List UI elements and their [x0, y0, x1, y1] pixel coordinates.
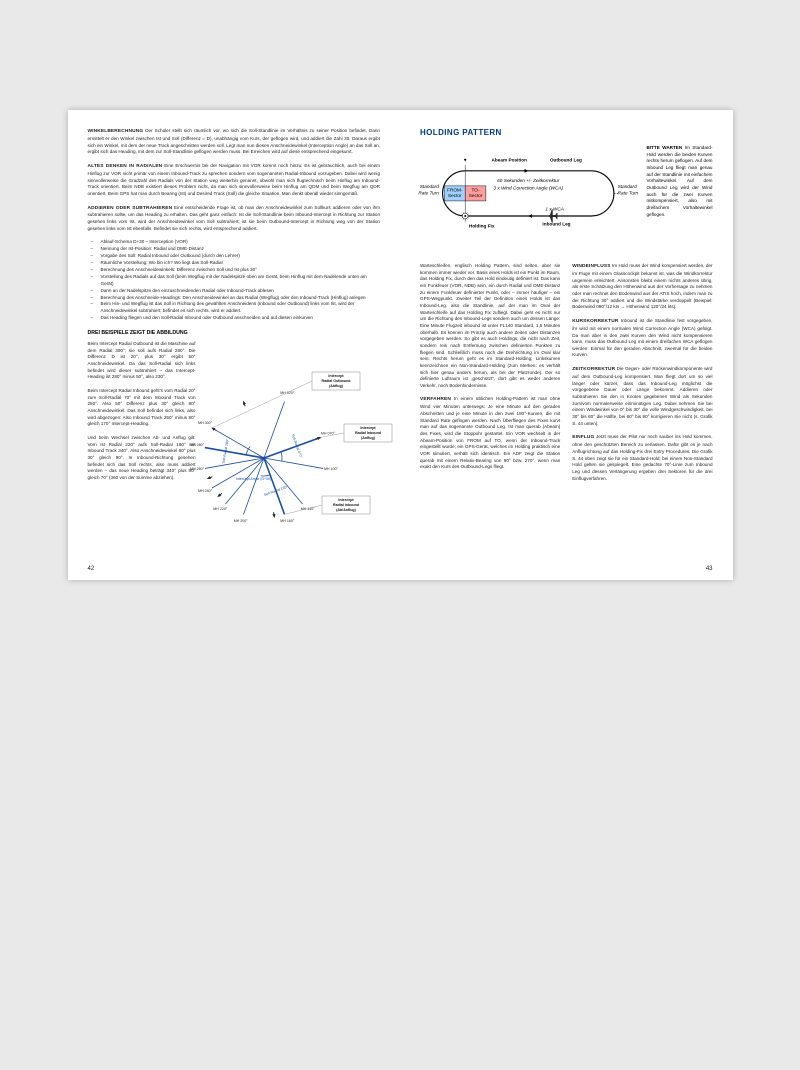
svg-text:Holding Fix: Holding Fix	[469, 223, 495, 228]
svg-text:MH 160°: MH 160°	[280, 519, 295, 523]
svg-text:Soll-Radial 070°: Soll-Radial 070°	[290, 434, 303, 460]
svg-text:MH 200°: MH 200°	[233, 519, 248, 523]
svg-text:Sector: Sector	[469, 193, 483, 198]
svg-text:MH 280°: MH 280°	[190, 443, 205, 447]
rc2p1: WINDEINFLUSS Im Hold muss der Wind kompe…	[572, 263, 712, 311]
svg-text:FROM-: FROM-	[447, 188, 463, 193]
svg-text:MH 020°: MH 020°	[280, 391, 295, 395]
svg-text:Intercept Angle (D+30): Intercept Angle (D+30)	[236, 477, 271, 481]
svg-text:▼: ▼	[463, 157, 468, 162]
svg-text:(Anflug): (Anflug)	[361, 436, 376, 440]
lead-addsub: ADDIEREN ODER SUBTRAHIEREN	[88, 206, 173, 211]
rc2p3: ZEITKORREKTUR Die Gegen- oder Rückenwind…	[572, 366, 712, 427]
svg-text:Sector: Sector	[448, 193, 462, 198]
right-col2: WINDEINFLUSS Im Hold muss der Wind kompe…	[572, 263, 712, 566]
checklist-item: Das Heading fliegen und den Soll-Radial …	[97, 315, 381, 322]
pagenum-right: 43	[706, 566, 713, 572]
svg-text:MH 260°: MH 260°	[190, 467, 205, 471]
checklist-item: Vorgabe des Soll: Radial Inbound oder Ou…	[97, 253, 381, 260]
svg-text:1 x WCA: 1 x WCA	[545, 206, 564, 211]
checklist: Ablauf-Schema D+30 – Interception (VOR)N…	[88, 239, 381, 322]
lead-radial: ALTES DENKEN IN RADIALEN	[88, 164, 163, 169]
svg-text:MH 100°: MH 100°	[323, 467, 338, 471]
page-left: WINKELBERECHNUNG Der Schüler stellt sich…	[68, 110, 401, 580]
subhead-examples: DREI BEISPIELE ZEIGT DIE ABBILDUNG	[88, 330, 381, 336]
checklist-item: Dann an der Nadelspitze den einzuschneid…	[97, 288, 381, 295]
svg-text:Radial Inbound: Radial Inbound	[333, 503, 359, 507]
side-lead: BITTE WARTEN	[647, 145, 683, 150]
para-radial: ALTES DENKEN IN RADIALEN Eine Erschwerni…	[88, 163, 381, 198]
rc2p4-body: Jetzt muss der Pilot nur noch sauber ins…	[572, 434, 712, 480]
svg-text:Intercept: Intercept	[360, 426, 376, 430]
lead-winkel: WINKELBERECHNUNG	[88, 129, 144, 134]
rc2p1-lead: WINDEINFLUSS	[572, 264, 610, 269]
checklist-item: Räumliche Vorstellung: Wo bin ich? Wo li…	[97, 260, 381, 267]
page-right: HOLDING PATTERN FROM-SectorTO-Sector▼Abe…	[400, 110, 733, 580]
rc1p1: Warteschleifen, englisch Holding Pattern…	[420, 263, 560, 389]
rc2p4-lead: EINFLUG	[572, 435, 594, 440]
para-ex1: Beim Intercept Radial Outbound ist die M…	[88, 341, 196, 381]
svg-text:Intercept: Intercept	[328, 374, 344, 378]
svg-text:Soll-Radial 280°: Soll-Radial 280°	[221, 438, 229, 464]
rc2p2-lead: KURSKORREKTUR	[572, 319, 618, 324]
svg-text:Intercept: Intercept	[338, 498, 354, 502]
checklist-item: Ablauf-Schema D+30 – Interception (VOR)	[97, 239, 381, 246]
checklist-item: Beim Hin- und Wegflug ist das Soll in Ri…	[97, 301, 381, 315]
rc2p2: KURSKORREKTUR Inbound ist die Standlinie…	[572, 318, 712, 359]
para-ex2: Beim Intercept Radial Inbound geht's vom…	[88, 388, 196, 428]
rc2p3-lead: ZEITKORREKTUR	[572, 367, 615, 372]
svg-text:Radial Inbound: Radial Inbound	[355, 431, 381, 435]
svg-text:Rate Turn: Rate Turn	[418, 190, 439, 195]
rc1p2: VERFAHREN In einem üblichen Holding-Patt…	[420, 396, 560, 471]
svg-text:MH 300°: MH 300°	[198, 421, 213, 425]
para-addsub: ADDIEREN ODER SUBTRAHIEREN Eine entschei…	[88, 205, 381, 233]
svg-text:3 x Wind Correction Angle (WCA: 3 x Wind Correction Angle (WCA)	[493, 186, 563, 191]
svg-text:Soll-Radial 160°: Soll-Radial 160°	[263, 485, 289, 498]
checklist-item: Vorstellung des Radials auf das Soll (be…	[97, 274, 381, 288]
checklist-item: Nennung der Ist-Position: Radial und DME…	[97, 246, 381, 253]
side-note: BITTE WARTEN Im Standard-Hold werden die…	[647, 145, 713, 255]
svg-text:Radial Outbound: Radial Outbound	[321, 379, 350, 383]
holding-title: HOLDING PATTERN	[420, 128, 713, 137]
rc2p4: EINFLUG Jetzt muss der Pilot nur noch sa…	[572, 434, 712, 482]
svg-text:Abeam Position: Abeam Position	[492, 157, 528, 162]
svg-text:MH 240°: MH 240°	[198, 489, 213, 493]
pagenum-left: 42	[88, 566, 95, 572]
svg-text:Rate Turn: Rate Turn	[618, 190, 639, 195]
spread-sheet: WINKELBERECHNUNG Der Schüler stellt sich…	[68, 110, 733, 580]
right-col1: Warteschleifen, englisch Holding Pattern…	[420, 263, 560, 566]
svg-text:60 Sekunden +/- Zeitkorrektur: 60 Sekunden +/- Zeitkorrektur	[497, 178, 560, 183]
holding-figure: FROM-SectorTO-Sector▼Abeam PositionOutbo…	[420, 145, 637, 255]
svg-text:MH 220°: MH 220°	[213, 507, 228, 511]
svg-text:Inbound Leg: Inbound Leg	[542, 221, 570, 226]
svg-text:(Ab/Anflug): (Ab/Anflug)	[336, 508, 356, 512]
svg-text:Outbound Leg: Outbound Leg	[550, 157, 582, 162]
rc1p2-body: In einem üblichen Holding-Pattern ist ma…	[420, 396, 560, 469]
svg-text:TO-: TO-	[472, 188, 480, 193]
rc1p2-lead: VERFAHREN	[420, 397, 451, 402]
rc2p3-body: Die Gegen- oder Rückenwindkomponente wir…	[572, 366, 712, 426]
para-ex3: Und beim Wechsel zwischen Ab- und Anflug…	[88, 435, 196, 482]
checklist-item: Berechnung des Anschneide-Headings: Den …	[97, 295, 381, 302]
side-body: Im Standard-Hold werden die beiden Kurve…	[647, 145, 713, 217]
svg-text:MH 140°: MH 140°	[300, 507, 315, 511]
svg-text:Standard: Standard	[618, 184, 637, 189]
rc2p1-body: Im Hold muss der Wind kompensiert werden…	[572, 263, 712, 309]
intercept-figure: MH 300°MH 280°MH 260°MH 240°MH 220°MH 20…	[194, 368, 394, 528]
checklist-item: Berechnung des Anschneidewinkels: Differ…	[97, 267, 381, 274]
svg-text:Standard: Standard	[420, 184, 439, 189]
svg-text:(Abflug): (Abflug)	[329, 384, 344, 388]
para-winkel: WINKELBERECHNUNG Der Schüler stellt sich…	[88, 128, 381, 156]
